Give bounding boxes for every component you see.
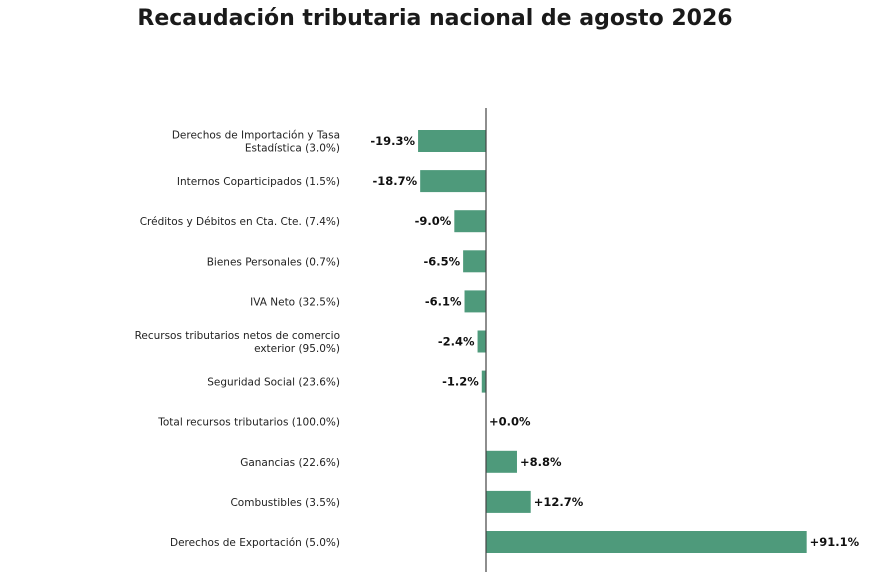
bar [477,330,486,353]
category-label: Seguridad Social (23.6%) [207,377,340,389]
bar [486,531,807,553]
bar [454,210,486,233]
chart-title: Recaudación tributaria nacional de agost… [137,6,733,31]
category-label: Derechos de Importación y Tasa Estadístic… [172,130,340,155]
category-label: Recursos tributarios netos de comercio ex… [135,330,340,355]
data-label: -18.7% [373,174,418,188]
data-label: -19.3% [370,134,415,148]
category-label: Combustibles (3.5%) [230,497,340,509]
data-label: -6.5% [423,254,460,268]
category-label: Ganancias (22.6%) [240,457,340,469]
bar [418,130,486,152]
data-label: +91.1% [810,535,860,549]
category-label: Internos Coparticipados (1.5%) [177,176,340,188]
category-label: Bienes Personales (0.7%) [207,256,340,268]
data-label: -9.0% [415,214,452,228]
category-label: Créditos y Débitos en Cta. Cte. (7.4%) [140,216,340,228]
data-label: -6.1% [425,294,462,308]
bar [486,490,531,513]
bar [420,170,486,193]
data-label: +8.8% [520,455,562,469]
category-label: IVA Neto (32.5%) [250,296,340,308]
data-label: +0.0% [489,415,531,429]
data-label: +12.7% [534,495,584,509]
bar [481,370,486,393]
category-label: Derechos de Exportación (5.0%) [170,537,340,549]
category-label: Total recursos tributarios (100.0%) [157,417,340,429]
bar [463,250,486,273]
bar [486,450,517,473]
bar [464,290,486,313]
data-label: -2.4% [438,335,475,349]
data-label: -1.2% [442,375,479,389]
